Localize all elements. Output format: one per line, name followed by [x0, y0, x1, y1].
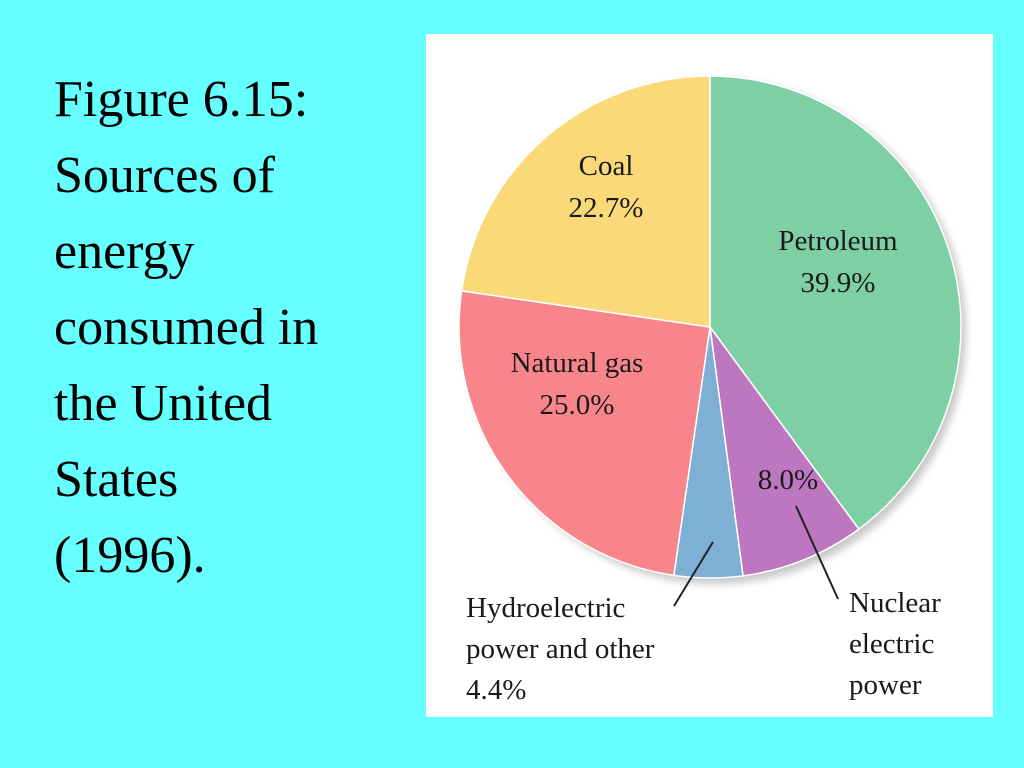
caption-line: Figure 6.15:	[54, 71, 309, 128]
petroleum-pct-label: 39.9%	[801, 267, 876, 299]
pie-slice-natural-gas	[458, 289, 711, 577]
hydro-label-line2: power and other	[466, 633, 655, 665]
chart-panel: Coal 22.7% Petroleum 39.9% Natural gas 2…	[426, 34, 993, 717]
caption-line: Sources of	[54, 147, 275, 204]
pie-slice-nuclear-electric-power	[709, 326, 860, 577]
hydro-pct-label: 4.4%	[466, 674, 526, 706]
nuclear-label-line2: electric	[849, 628, 934, 660]
nuclear-label-line1: Nuclear	[849, 587, 941, 619]
natural-gas-label: Natural gas	[511, 347, 644, 379]
pie-slice-petroleum	[709, 75, 962, 531]
coal-pct-label: 22.7%	[569, 192, 644, 224]
nuclear-pct-label: 8.0%	[758, 464, 818, 496]
petroleum-label: Petroleum	[778, 225, 898, 257]
caption-line: the United	[54, 375, 273, 432]
hydro-label-line1: Hydroelectric	[466, 592, 625, 624]
pie-chart: Coal 22.7% Petroleum 39.9% Natural gas 2…	[458, 75, 966, 706]
nuclear-leader-line	[795, 505, 839, 600]
nuclear-label-line3: power	[849, 669, 922, 701]
caption-line: (1996).	[54, 527, 206, 584]
hydro-leader-line	[673, 541, 714, 607]
caption-line: consumed in	[54, 299, 319, 356]
caption-line: States	[54, 451, 179, 508]
natural-gas-pct-label: 25.0%	[540, 389, 615, 421]
caption-line: energy	[54, 223, 195, 280]
figure-caption: Figure 6.15: Sources of energy consumed …	[54, 62, 414, 594]
pie-slices	[458, 75, 962, 579]
coal-label: Coal	[579, 150, 634, 182]
pie-slice-coal	[460, 75, 711, 328]
